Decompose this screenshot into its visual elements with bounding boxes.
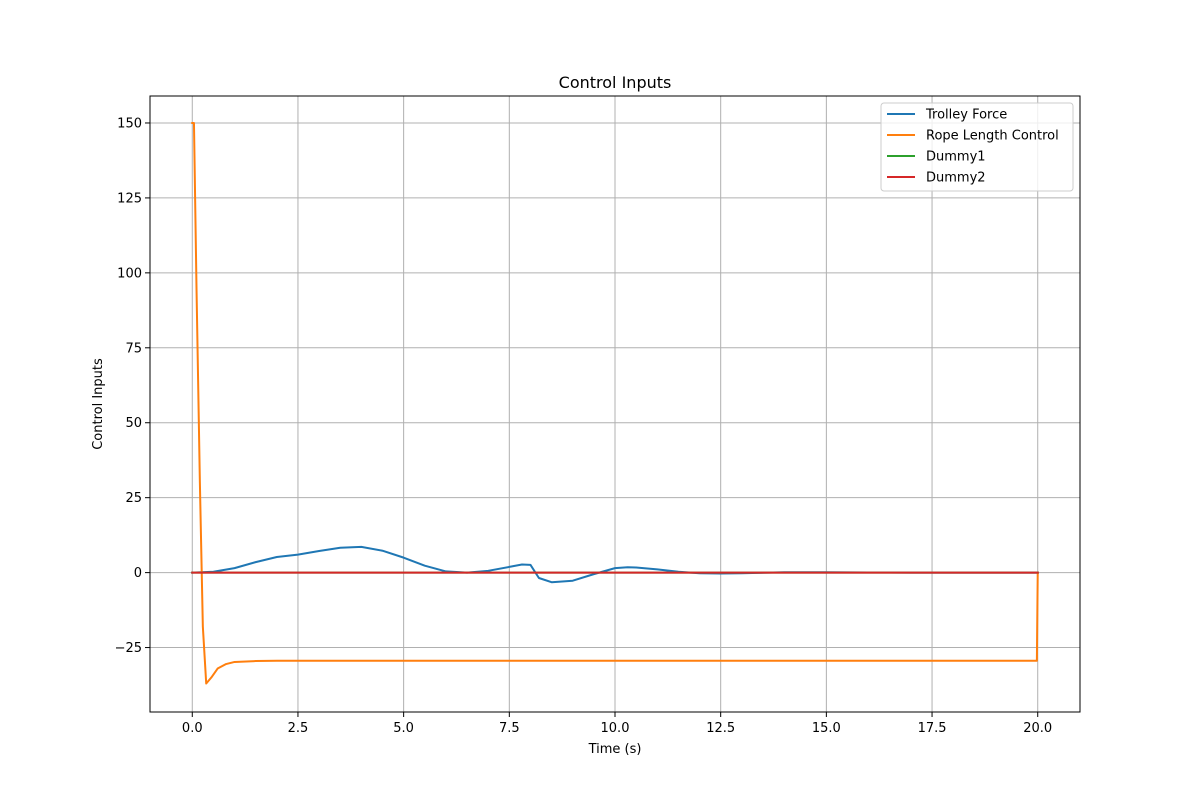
- y-axis-label: Control Inputs: [91, 358, 106, 450]
- x-tick-label: 17.5: [918, 721, 947, 736]
- x-tick-label: 5.0: [393, 721, 414, 736]
- legend-label-dummy1: Dummy1: [926, 150, 986, 165]
- y-tick-label: 150: [117, 116, 142, 131]
- x-tick-label: 15.0: [812, 721, 841, 736]
- x-tick-label: 20.0: [1023, 721, 1052, 736]
- x-tick-label: 10.0: [601, 721, 630, 736]
- x-tick-label: 2.5: [288, 721, 309, 736]
- y-tick-label: 100: [117, 266, 142, 281]
- x-tick-label: 0.0: [182, 721, 203, 736]
- x-axis-label: Time (s): [588, 742, 642, 757]
- y-tick-label: 25: [125, 491, 142, 506]
- legend-label-dummy2: Dummy2: [926, 171, 986, 186]
- y-tick-label: 0: [134, 566, 142, 581]
- legend: Trolley Force Rope Length Control Dummy1 Du…: [880, 102, 1074, 192]
- legend-box: [880, 102, 1074, 192]
- y-tick-label: 50: [125, 416, 142, 431]
- y-tick-label: 75: [125, 341, 142, 356]
- series-line-rope-length-control: [191, 121, 1039, 685]
- legend-label-rope-length-control: Rope Length Control: [926, 129, 1059, 144]
- y-tick-label: −25: [115, 641, 142, 656]
- x-tick-label: 7.5: [499, 721, 520, 736]
- x-axis-ticks: 0.0 2.5 5.0 7.5 10.0 12.5 15.0 17.5 20.0: [182, 712, 1052, 736]
- series-lines: [191, 121, 1039, 685]
- y-axis-ticks: −25 0 25 50 75 100 125 150: [115, 116, 150, 656]
- legend-label-trolley-force: Trolley Force: [925, 108, 1007, 123]
- chart-title: Control Inputs: [559, 73, 672, 92]
- x-tick-label: 12.5: [706, 721, 735, 736]
- y-tick-label: 125: [117, 191, 142, 206]
